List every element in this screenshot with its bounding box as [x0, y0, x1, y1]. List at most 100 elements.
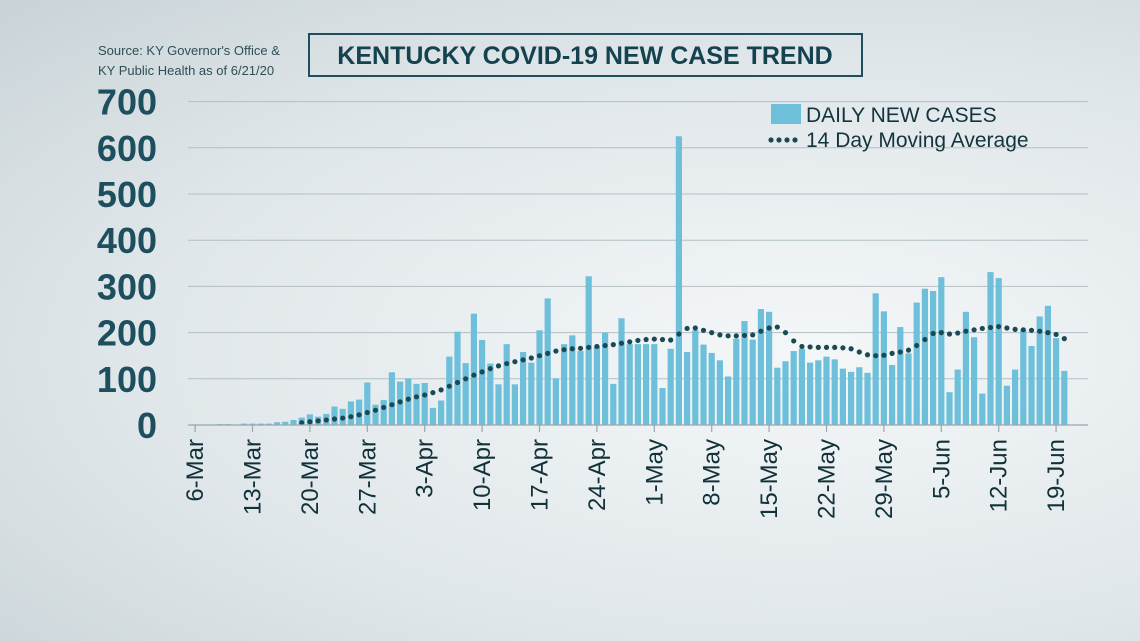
ma-point [577, 345, 584, 351]
x-tick-label: 17-Apr [527, 439, 554, 511]
ma-point [791, 338, 797, 344]
gridlines [188, 101, 1088, 380]
bar [954, 369, 961, 425]
ma-point [684, 325, 690, 332]
bar [1003, 385, 1010, 425]
bar [274, 422, 281, 425]
x-tick-label: 5-Jun [928, 439, 955, 499]
y-tick-label: 100 [97, 359, 157, 400]
bar [848, 371, 855, 425]
bar [634, 344, 641, 425]
ma-point [709, 330, 715, 336]
ma-point [348, 414, 354, 420]
ma-point [725, 333, 731, 339]
bar [823, 356, 830, 425]
ma-point [766, 325, 772, 331]
ma-point [1037, 328, 1043, 334]
ma-point [996, 323, 1002, 330]
ma-point [930, 330, 936, 337]
bar [659, 388, 666, 425]
ma-point [651, 336, 657, 342]
ma-point [750, 332, 756, 338]
bar [880, 311, 887, 425]
ma-point [1028, 327, 1035, 333]
ma-point [331, 416, 338, 422]
bar [831, 359, 838, 425]
ma-point [840, 345, 846, 351]
x-tick-label: 15-May [756, 439, 783, 519]
ma-point [504, 360, 510, 367]
y-tick-label: 700 [97, 82, 157, 123]
bar [757, 309, 764, 425]
ma-point [307, 419, 313, 425]
ma-point [659, 336, 666, 343]
bar [421, 382, 428, 425]
ma-point [586, 344, 592, 350]
ma-point [553, 348, 559, 354]
ma-point [889, 350, 895, 356]
daily-cases-bars [192, 136, 1068, 425]
bar [807, 362, 814, 425]
ma-point [561, 347, 567, 353]
title-box [308, 33, 863, 77]
ma-point [323, 417, 329, 423]
chart-title: KENTUCKY COVID-19 NEW CASE TREND [337, 42, 832, 70]
bar [257, 423, 264, 425]
ma-point [627, 339, 633, 345]
ma-point [602, 342, 608, 349]
bar [503, 344, 510, 425]
ma-point [536, 353, 543, 359]
ma-point [495, 363, 502, 369]
ma-point [668, 337, 674, 343]
bar [913, 302, 920, 425]
ma-point [1004, 325, 1010, 331]
bar [388, 372, 395, 425]
y-tick-label: 200 [97, 313, 157, 354]
ma-point [971, 327, 977, 333]
x-tick-label: 20-Mar [297, 439, 324, 515]
ma-point [1012, 326, 1018, 332]
legend-dot [784, 137, 790, 143]
ma-point [823, 344, 830, 350]
legend-dot [792, 137, 798, 143]
ma-point [717, 332, 723, 338]
ma-point [922, 336, 928, 343]
bar [733, 338, 740, 425]
x-tick-label: 12-Jun [986, 439, 1013, 512]
ma-point [299, 420, 305, 426]
bar [675, 136, 682, 425]
y-tick-label: 500 [97, 174, 157, 215]
bar [700, 344, 707, 425]
ma-point [979, 325, 985, 332]
bar [446, 356, 453, 425]
bar [241, 423, 248, 425]
bar [544, 298, 551, 425]
bar [872, 293, 879, 425]
bar [930, 291, 937, 425]
bar [331, 406, 338, 425]
x-tick-label: 22-May [814, 439, 841, 519]
ma-point [807, 344, 813, 350]
bar [429, 407, 436, 425]
bar [479, 339, 486, 425]
x-tick-label: 10-Apr [469, 439, 496, 511]
bar [1020, 330, 1027, 425]
bar [651, 344, 658, 425]
ma-point [676, 331, 682, 337]
x-tick-label: 24-Apr [584, 439, 611, 511]
ma-point [569, 346, 575, 352]
ma-point [692, 325, 698, 331]
x-axis-ticks: 6-Mar 13-Mar 20-Mar 27-Mar 3-Apr 10-Apr 17-Apr… [182, 425, 1070, 519]
ma-point [938, 330, 944, 336]
ma-point [364, 409, 370, 416]
bar [552, 378, 559, 425]
ma-point [520, 357, 526, 363]
ma-point [1020, 327, 1026, 333]
x-tick-label: 27-Mar [354, 439, 381, 515]
bar [766, 311, 773, 425]
bar [577, 351, 584, 425]
ma-point [479, 369, 485, 375]
bar [667, 348, 674, 425]
bar [774, 367, 781, 425]
